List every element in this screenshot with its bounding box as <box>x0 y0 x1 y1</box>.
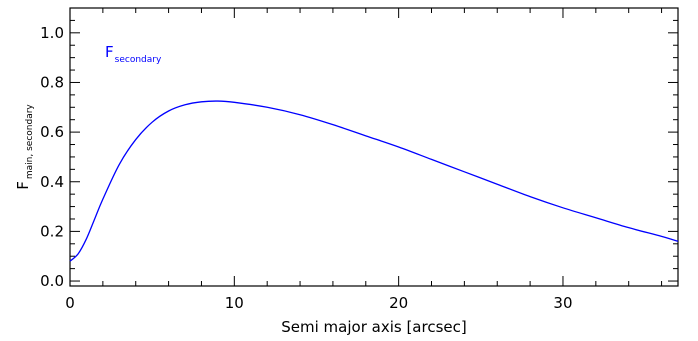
x-axis-ticks: 0 10 20 30 <box>65 8 663 312</box>
y-tick-label: 0.6 <box>40 123 64 141</box>
y-axis-label-main: F <box>14 181 32 190</box>
y-tick-label: 0.2 <box>40 222 64 240</box>
y-axis-ticks: 0.0 0.2 0.4 0.6 0.8 1.0 <box>40 19 678 290</box>
series-layer <box>69 100 679 262</box>
svg-text:Fmain, secondary: Fmain, secondary <box>14 104 35 190</box>
series-line-secondary <box>69 100 679 262</box>
y-tick-label: 0.4 <box>40 173 64 191</box>
plot-frame <box>69 7 679 287</box>
x-tick-label: 20 <box>389 294 408 312</box>
x-tick-label: 10 <box>225 294 244 312</box>
x-tick-label: 30 <box>553 294 572 312</box>
y-tick-label: 1.0 <box>40 24 64 42</box>
svg-text:Fsecondary: Fsecondary <box>105 43 162 65</box>
legend-label-sub: secondary <box>115 55 162 65</box>
y-tick-label: 0.0 <box>40 272 64 290</box>
y-axis-label-sub: main, secondary <box>25 104 35 180</box>
y-tick-label: 0.8 <box>40 73 64 91</box>
x-tick-label: 0 <box>65 294 75 312</box>
legend: Fsecondary <box>105 43 162 65</box>
x-axis-label: Semi major axis [arcsec] <box>281 318 466 336</box>
legend-label-main: F <box>105 43 114 61</box>
y-axis-label: Fmain, secondary <box>14 104 35 190</box>
